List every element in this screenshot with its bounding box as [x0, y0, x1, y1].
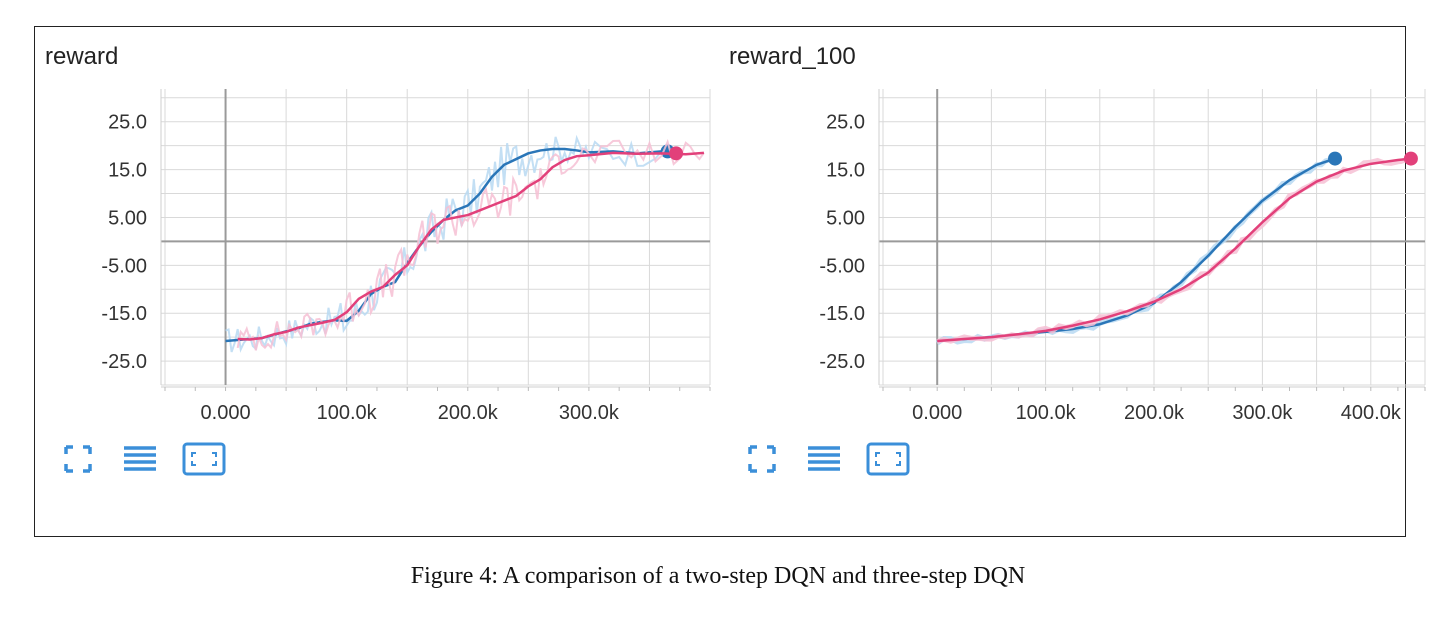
x-tick-label: 200.0k [438, 402, 499, 424]
series-raw-line [935, 156, 1336, 346]
y-tick-label: 15.0 [826, 160, 865, 182]
fit-domain-button[interactable] [181, 439, 227, 479]
y-tick-label: 25.0 [826, 112, 865, 134]
series-line [225, 147, 662, 343]
x-tick-label: 200.0k [1124, 402, 1185, 424]
grid-lines [161, 89, 711, 386]
series-line [237, 151, 705, 341]
x-tick-label: 300.0k [559, 402, 620, 424]
expand-icon [748, 445, 776, 473]
y-tick-label: -15.0 [819, 303, 865, 325]
x-tick-label: 300.0k [1232, 402, 1293, 424]
series-line [937, 157, 1412, 343]
series-raw-line [936, 155, 1411, 344]
x-tick-label: 0.000 [201, 402, 251, 424]
list-button[interactable] [801, 439, 847, 479]
y-tick-label: -5.00 [819, 255, 865, 277]
series-raw-line [236, 138, 705, 351]
chart-plot-reward-100[interactable]: 25.0 15.0 5.00 -5.00 -15.0 -25.0 0.000 100.0k 20… [721, 27, 1426, 447]
figure-frame: reward 25.0 15.0 5.00 -5.00 -15.0 -25.0 0.000 1… [34, 26, 1426, 537]
series-end-marker [1403, 151, 1418, 166]
fit-domain-button[interactable] [865, 439, 911, 479]
y-tick-label: -15.0 [101, 303, 147, 325]
fit-domain-icon [182, 442, 226, 476]
y-tick-label: 5.00 [108, 207, 147, 229]
expand-button[interactable] [739, 439, 785, 479]
chart-title: reward_100 [729, 43, 856, 70]
x-tick-label: 100.0k [317, 402, 378, 424]
y-tick-label: -25.0 [819, 351, 865, 373]
y-tick-label: 25.0 [108, 112, 147, 134]
y-tick-label: -25.0 [101, 351, 147, 373]
x-tick-label: 0.000 [912, 402, 962, 424]
expand-button[interactable] [55, 439, 101, 479]
chart-panel-reward: reward 25.0 15.0 5.00 -5.00 -15.0 -25.0 0.000 1… [35, 27, 721, 535]
x-tick-label: 400.0k [1341, 402, 1402, 424]
list-icon [124, 446, 156, 471]
list-icon [808, 446, 840, 471]
y-tick-label: 15.0 [108, 160, 147, 182]
chart-panel-reward-100: reward_100 25.0 15.0 5.00 -5.00 -15.0 -25.0 0.… [721, 27, 1426, 535]
list-button[interactable] [117, 439, 163, 479]
expand-icon [64, 445, 92, 473]
series-end-marker [669, 146, 684, 161]
y-tick-label: -5.00 [101, 255, 147, 277]
x-tick-label: 100.0k [1016, 402, 1077, 424]
figure-caption: Figure 4: A comparison of a two-step DQN… [410, 563, 1026, 589]
series-raw-line [225, 134, 663, 353]
chart-title: reward [45, 43, 119, 70]
series-end-marker [1328, 151, 1343, 166]
y-tick-label: 5.00 [826, 207, 865, 229]
chart-plot-reward[interactable]: 25.0 15.0 5.00 -5.00 -15.0 -25.0 0.000 100.0k 20… [35, 27, 721, 447]
fit-domain-icon [866, 442, 910, 476]
